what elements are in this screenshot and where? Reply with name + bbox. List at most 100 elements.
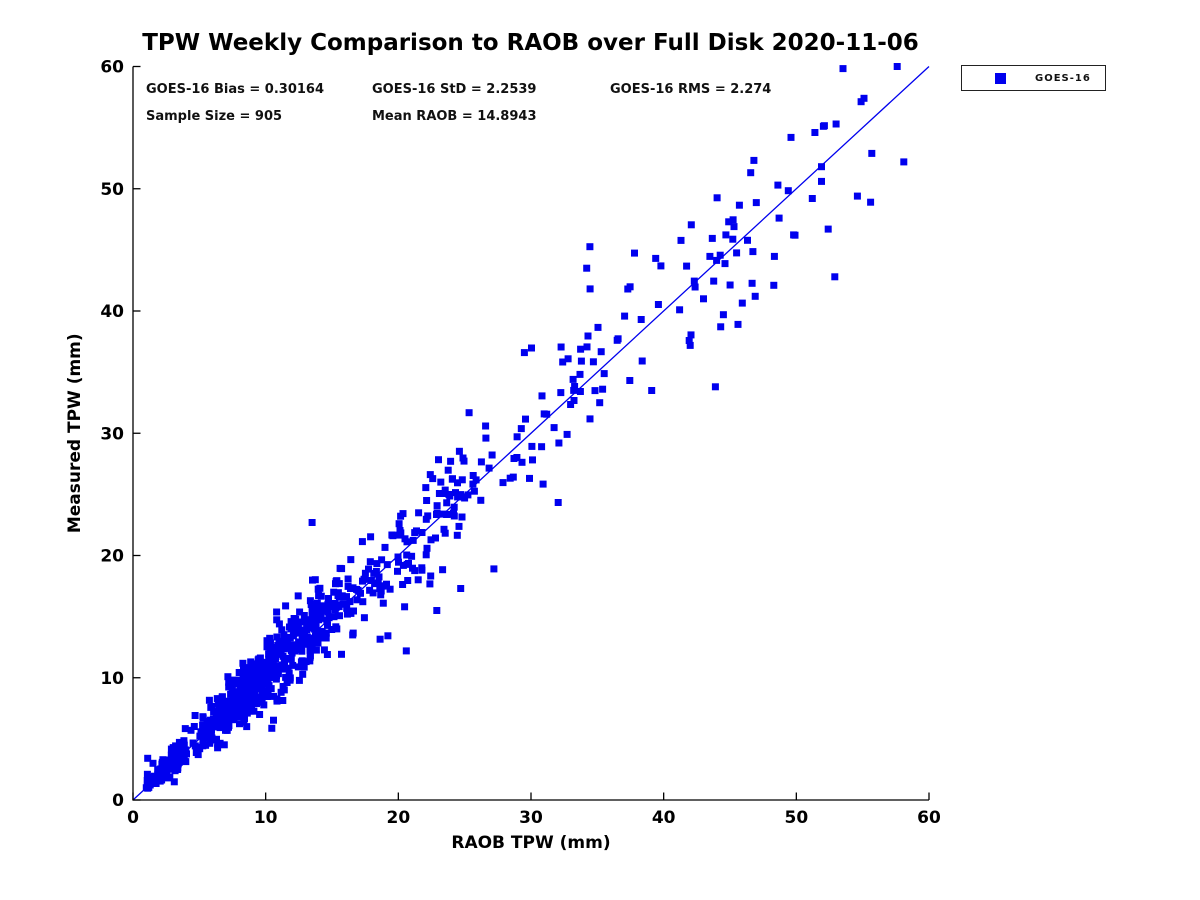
scatter-point xyxy=(171,751,179,759)
scatter-point xyxy=(725,218,733,226)
scatter-point xyxy=(199,742,207,750)
scatter-point xyxy=(320,646,328,654)
scatter-point xyxy=(257,668,265,675)
scatter-point xyxy=(710,277,718,285)
scatter-point xyxy=(166,758,173,766)
stat-sample-size: Sample Size = 905 xyxy=(146,109,283,124)
scatter-point xyxy=(868,149,876,157)
scatter-point xyxy=(853,192,861,200)
scatter-point xyxy=(315,592,323,599)
scatter-point xyxy=(213,735,220,743)
scatter-point xyxy=(401,603,409,611)
scatter-point xyxy=(241,693,249,701)
scatter-point xyxy=(251,660,258,668)
scatter-point xyxy=(626,377,634,384)
scatter-point xyxy=(253,696,261,703)
scatter-point xyxy=(559,358,567,366)
scatter-point xyxy=(687,221,695,229)
scatter-point xyxy=(733,249,741,257)
scatter-point xyxy=(371,580,379,588)
scatter-point xyxy=(361,575,369,583)
scatter-point xyxy=(297,618,305,626)
scatter-point xyxy=(383,561,391,569)
scatter-point xyxy=(278,626,286,634)
scatter-point xyxy=(328,626,336,633)
scatter-point xyxy=(366,558,374,566)
scatter-point xyxy=(469,472,477,479)
scatter-point xyxy=(529,456,536,464)
scatter-point xyxy=(226,714,234,722)
scatter-point xyxy=(266,671,274,679)
x-axis: 0 10 20 30 40 50 60 xyxy=(127,792,941,828)
scatter-point xyxy=(719,311,727,319)
scatter-point xyxy=(747,169,755,177)
scatter-point xyxy=(472,476,480,484)
scatter-point xyxy=(583,264,591,272)
scatter-point xyxy=(569,375,577,383)
scatter-point xyxy=(214,712,222,720)
scatter-point xyxy=(217,698,225,706)
scatter-point xyxy=(454,493,462,501)
scatter-point xyxy=(315,633,323,641)
x-tick-label: 60 xyxy=(917,808,941,828)
scatter-point xyxy=(306,657,314,665)
scatter-point xyxy=(399,510,407,518)
scatter-point xyxy=(455,447,463,455)
scatter-point xyxy=(235,669,243,676)
scatter-point xyxy=(206,727,214,735)
scatter-point xyxy=(287,625,295,633)
scatter-point xyxy=(564,355,572,363)
scatter-point xyxy=(149,759,157,767)
scatter-point xyxy=(205,696,213,704)
scatter-point xyxy=(488,451,496,459)
scatter-point xyxy=(213,695,221,703)
scatter-point xyxy=(286,641,294,649)
scatter-point xyxy=(246,695,254,703)
scatter-point xyxy=(729,216,737,224)
scatter-point xyxy=(303,633,311,641)
scatter-point xyxy=(857,98,865,106)
scatter-point xyxy=(236,698,244,706)
scatter-point xyxy=(240,673,248,681)
scatter-point xyxy=(330,588,338,596)
scatter-point xyxy=(293,624,300,632)
scatter-point xyxy=(239,659,247,667)
scatter-point xyxy=(423,497,431,504)
scatter-point xyxy=(444,466,452,474)
scatter-point xyxy=(490,565,498,573)
scatter-point xyxy=(154,766,162,774)
scatter-point xyxy=(240,687,248,695)
scatter-point xyxy=(378,556,386,564)
scatter-point xyxy=(435,490,443,497)
scatter-point xyxy=(266,639,274,647)
scatter-point xyxy=(867,198,875,206)
scatter-point xyxy=(250,677,258,685)
scatter-point xyxy=(304,640,312,648)
scatter-point xyxy=(388,531,396,539)
scatter-point xyxy=(270,650,278,658)
scatter-point xyxy=(163,771,170,779)
scatter-point xyxy=(458,513,466,521)
scatter-point xyxy=(311,625,319,633)
scatter-point xyxy=(787,133,795,141)
scatter-point xyxy=(331,600,339,607)
y-tick-label: 10 xyxy=(100,669,124,689)
scatter-point xyxy=(252,667,260,675)
scatter-point xyxy=(543,410,551,418)
scatter-point xyxy=(161,758,168,766)
scatter-point xyxy=(210,708,218,716)
scatter-point xyxy=(517,425,525,433)
scatter-point xyxy=(214,740,222,748)
scatter-point xyxy=(377,587,385,595)
scatter-point xyxy=(239,682,247,690)
scatter-point xyxy=(365,565,372,573)
legend: GOES-16 xyxy=(961,65,1106,91)
scatter-point xyxy=(254,685,262,693)
x-tick-label: 50 xyxy=(784,808,808,828)
scatter-point xyxy=(216,724,224,732)
scatter-point xyxy=(626,283,634,291)
scatter-point xyxy=(263,659,270,667)
scatter-point xyxy=(571,383,579,390)
scatter-point xyxy=(499,479,507,487)
scatter-point xyxy=(318,627,326,635)
